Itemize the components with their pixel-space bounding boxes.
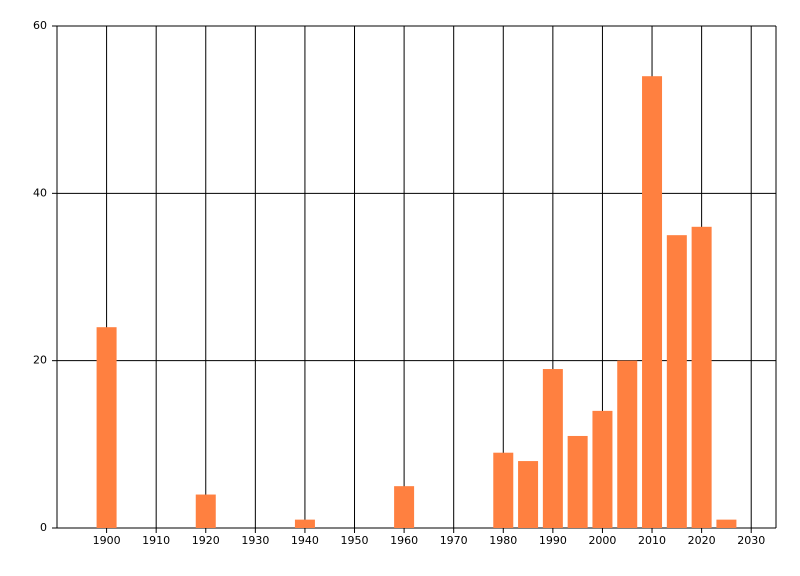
bar (96, 327, 117, 528)
x-tick-label: 2010 (638, 534, 666, 547)
bar (518, 461, 539, 528)
bar (592, 410, 613, 528)
y-tick-label: 60 (33, 19, 47, 32)
x-tick-label: 1950 (341, 534, 369, 547)
bar (617, 360, 638, 528)
bar (294, 519, 315, 528)
bar (195, 494, 216, 528)
x-tick-label: 1910 (142, 534, 170, 547)
x-tick-label: 1940 (291, 534, 319, 547)
bar (716, 519, 737, 528)
x-tick-label: 1980 (489, 534, 517, 547)
bar (394, 486, 415, 528)
x-tick-label: 1990 (539, 534, 567, 547)
x-tick-label: 2000 (588, 534, 616, 547)
bar (666, 235, 687, 528)
x-tick-label: 1900 (93, 534, 121, 547)
x-tick-label: 1930 (241, 534, 269, 547)
y-tick-label: 0 (40, 521, 47, 534)
y-tick-label: 20 (33, 354, 47, 367)
x-tick-label: 1970 (440, 534, 468, 547)
bar (542, 369, 563, 528)
bar (567, 435, 588, 528)
x-tick-label: 1960 (390, 534, 418, 547)
bar (691, 226, 712, 529)
x-tick-label: 2030 (737, 534, 765, 547)
bar (493, 452, 514, 528)
bar (642, 76, 663, 528)
x-tick-label: 2020 (688, 534, 716, 547)
y-tick-label: 40 (33, 186, 47, 199)
x-tick-label: 1920 (192, 534, 220, 547)
